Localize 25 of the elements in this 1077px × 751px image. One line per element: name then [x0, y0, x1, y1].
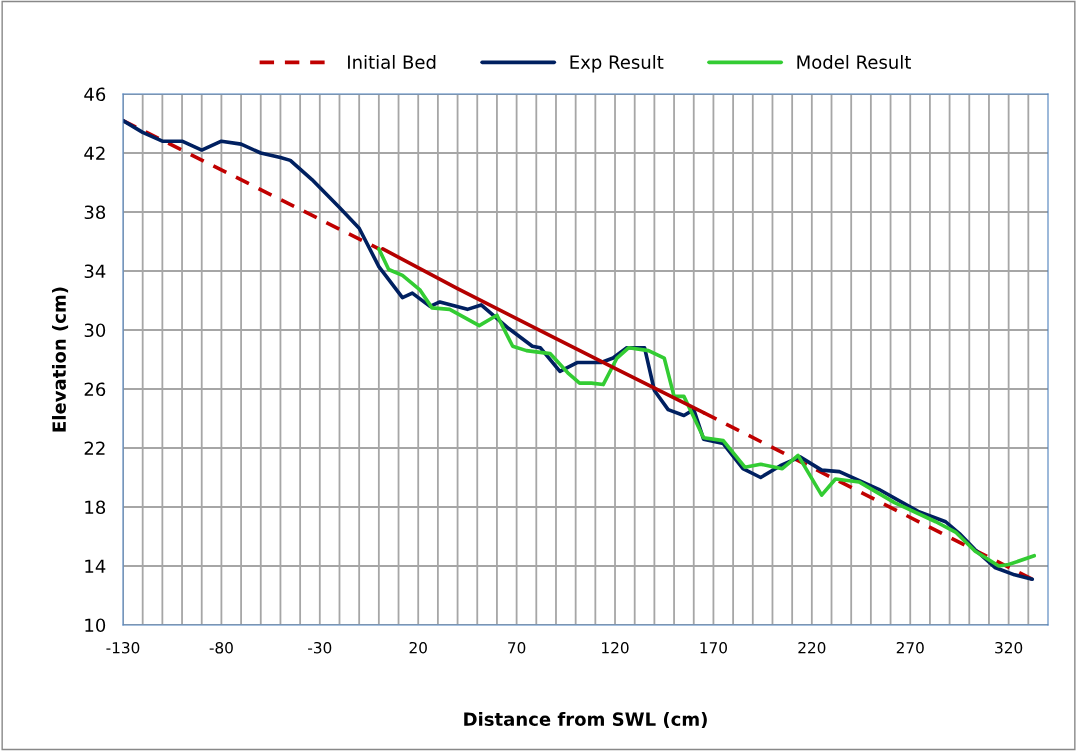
- y-tick-label: 22: [84, 441, 105, 455]
- y-tick-label: 10: [85, 618, 106, 633]
- y-tick-label: 38: [84, 205, 106, 220]
- y-tick-label: 14: [85, 559, 106, 573]
- x-tick-label: 170: [700, 641, 727, 654]
- x-tick-label: 270: [896, 641, 924, 654]
- x-tick-label: 120: [602, 641, 629, 654]
- x-tick-label: 20: [409, 641, 427, 654]
- x-tick-label: 320: [995, 641, 1023, 654]
- x-axis-title: Distance from SWL (cm): [464, 712, 707, 729]
- y-tick-label: 46: [84, 87, 106, 102]
- x-tick-label: 220: [798, 641, 826, 654]
- y-tick-label: 26: [84, 382, 106, 397]
- y-tick-label: 42: [84, 146, 105, 160]
- legend-label: Model Result: [797, 54, 911, 69]
- y-tick-label: 18: [85, 500, 106, 515]
- legend-label: Initial Bed: [348, 54, 436, 69]
- legend-label: Exp Result: [570, 54, 664, 73]
- x-tick-label: -30: [308, 641, 332, 654]
- y-tick-label: 30: [84, 323, 106, 338]
- x-tick-label: -80: [209, 641, 233, 654]
- x-tick-label: -130: [106, 641, 140, 654]
- x-tick-label: 70: [508, 641, 526, 654]
- y-axis-title: Elevation (cm): [51, 287, 69, 432]
- y-tick-label: 34: [84, 264, 106, 279]
